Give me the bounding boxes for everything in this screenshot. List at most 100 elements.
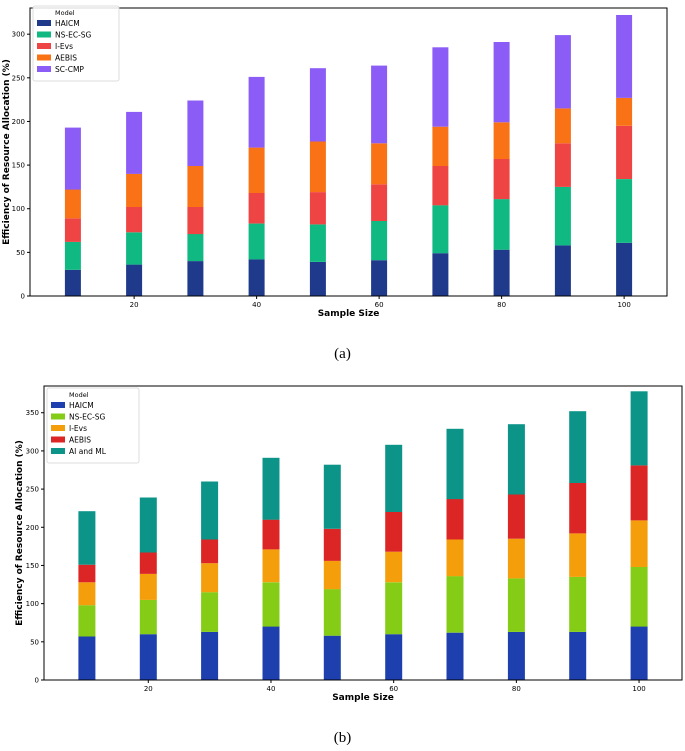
caption-a: (a) xyxy=(334,346,351,362)
x-tick-label: 20 xyxy=(130,301,139,309)
bar-haicm-80 xyxy=(493,249,510,296)
bar-ns-ec-sg-30 xyxy=(187,234,204,262)
x-tick-label: 100 xyxy=(617,301,630,309)
bar-sc-cmp-40 xyxy=(248,76,265,148)
x-tick-label: 80 xyxy=(512,685,521,693)
bar-haicm-90 xyxy=(569,631,587,680)
bar-haicm-10 xyxy=(78,636,96,680)
bar-aebis-40 xyxy=(248,147,265,193)
bar-ns-ec-sg-100 xyxy=(630,567,648,627)
bar-aebis-10 xyxy=(78,564,96,583)
legend-title: Model xyxy=(55,9,75,17)
bar-haicm-30 xyxy=(201,631,219,680)
y-tick-label: 100 xyxy=(12,205,25,213)
bar-aebis-70 xyxy=(446,499,464,540)
bar-aebis-60 xyxy=(385,512,403,552)
bar-i-evs-10 xyxy=(64,218,81,242)
chart-panel-1: 0 50 100 150 200 250 300 350 20 40 60 80 100 Sample S… xyxy=(15,385,683,703)
legend-title: Model xyxy=(69,391,89,399)
y-axis-label: Efficiency of Resource Allocation (%) xyxy=(15,440,25,626)
y-tick-label: 100 xyxy=(26,600,39,608)
bar-ai-and-ml-40 xyxy=(262,457,280,520)
bar-i-evs-60 xyxy=(385,551,403,583)
legend-swatch xyxy=(37,20,51,26)
y-axis-label: Efficiency of Resource Allocation (%) xyxy=(2,59,12,245)
y-tick-label: 0 xyxy=(35,677,39,685)
bar-i-evs-80 xyxy=(493,159,510,200)
bar-sc-cmp-60 xyxy=(371,65,388,144)
x-tick-label: 40 xyxy=(252,301,261,309)
bar-sc-cmp-100 xyxy=(616,15,633,98)
bar-ns-ec-sg-80 xyxy=(507,578,525,632)
legend-label: HAICM xyxy=(69,401,94,410)
bar-ns-ec-sg-90 xyxy=(569,576,587,632)
x-tick-label: 80 xyxy=(497,301,506,309)
bar-i-evs-40 xyxy=(262,549,280,583)
legend-label: I-Evs xyxy=(69,424,87,433)
bar-ns-ec-sg-80 xyxy=(493,199,510,250)
bar-i-evs-60 xyxy=(371,184,388,221)
bar-ns-ec-sg-60 xyxy=(371,220,388,261)
bar-i-evs-90 xyxy=(554,143,571,187)
bar-ns-ec-sg-70 xyxy=(432,205,449,254)
legend-label: NS-EC-SG xyxy=(69,413,106,422)
bar-ns-ec-sg-30 xyxy=(201,592,219,632)
bar-sc-cmp-10 xyxy=(64,127,81,190)
x-axis-label: Sample Size xyxy=(318,309,380,319)
bar-sc-cmp-80 xyxy=(493,42,510,123)
bar-i-evs-90 xyxy=(569,533,587,577)
bar-aebis-30 xyxy=(187,166,204,207)
y-tick-label: 250 xyxy=(26,486,39,494)
bar-aebis-100 xyxy=(616,97,633,126)
legend-swatch xyxy=(37,43,51,49)
bar-sc-cmp-90 xyxy=(554,35,571,109)
bar-aebis-90 xyxy=(569,483,587,534)
plot-frame xyxy=(43,385,683,681)
bar-haicm-40 xyxy=(248,259,265,296)
bar-i-evs-50 xyxy=(323,560,341,590)
legend: Model HAICM NS-EC-SG I-Evs AEBIS SC-CMP xyxy=(32,5,120,82)
chart-panel-0: 0 50 100 150 200 250 300 20 40 60 80 100 Sample Size… xyxy=(2,5,668,319)
y-tick-label: 50 xyxy=(30,638,39,646)
legend-swatch xyxy=(37,66,51,72)
y-tick-label: 300 xyxy=(12,31,25,39)
bar-i-evs-50 xyxy=(309,192,326,225)
bar-i-evs-80 xyxy=(507,538,525,579)
x-tick-label: 60 xyxy=(389,685,398,693)
legend-label: SC-CMP xyxy=(55,65,84,74)
bar-i-evs-10 xyxy=(78,582,96,606)
legend-swatch xyxy=(51,436,65,443)
bar-ai-and-ml-90 xyxy=(569,411,587,483)
bar-i-evs-70 xyxy=(432,166,449,206)
caption-b: (b) xyxy=(333,730,352,746)
bar-ns-ec-sg-70 xyxy=(446,576,464,633)
bar-aebis-10 xyxy=(64,189,81,219)
bar-haicm-80 xyxy=(507,631,525,680)
legend-label: AI and ML xyxy=(69,447,107,456)
bar-ns-ec-sg-60 xyxy=(385,582,403,635)
bar-i-evs-40 xyxy=(248,193,265,224)
y-tick-label: 0 xyxy=(21,293,25,301)
bar-haicm-20 xyxy=(139,634,157,680)
bar-aebis-100 xyxy=(630,465,648,521)
bar-haicm-70 xyxy=(446,632,464,680)
bar-haicm-30 xyxy=(187,261,204,296)
bar-i-evs-100 xyxy=(630,520,648,567)
bar-ai-and-ml-80 xyxy=(507,424,525,495)
bar-aebis-80 xyxy=(493,122,510,159)
x-axis-label: Sample Size xyxy=(332,693,394,703)
bar-haicm-90 xyxy=(554,245,571,296)
legend-box xyxy=(46,387,140,464)
legend-label: I-Evs xyxy=(55,42,73,51)
bar-ns-ec-sg-20 xyxy=(139,599,157,635)
bar-ns-ec-sg-10 xyxy=(78,605,96,637)
bar-ns-ec-sg-50 xyxy=(309,224,326,262)
legend-label: NS-EC-SG xyxy=(55,31,92,40)
bar-ai-and-ml-20 xyxy=(139,497,157,553)
bar-aebis-20 xyxy=(126,173,143,207)
bar-ai-and-ml-50 xyxy=(323,464,341,529)
bar-haicm-10 xyxy=(64,269,81,296)
bar-i-evs-100 xyxy=(616,125,633,179)
legend-swatch xyxy=(37,54,51,61)
